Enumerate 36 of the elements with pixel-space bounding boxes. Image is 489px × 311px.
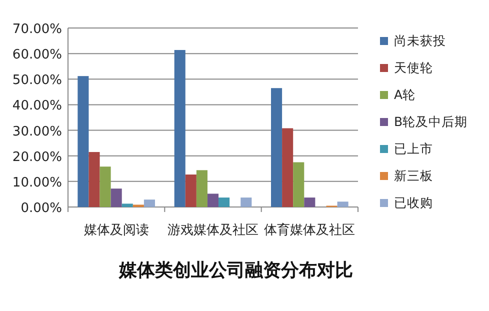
legend-label: A轮 (394, 87, 416, 102)
bar (88, 152, 100, 207)
bar (174, 50, 186, 207)
y-tick-label: 10.00% (12, 175, 62, 190)
legend-label: 新三板 (394, 168, 433, 183)
bar (218, 198, 230, 207)
legend-label: 已上市 (394, 141, 433, 156)
bar (122, 204, 133, 207)
bar (282, 128, 294, 207)
legend-label: 已收购 (394, 195, 433, 210)
x-tick-label: 媒体及阅读 (84, 223, 149, 238)
bar (293, 162, 304, 207)
y-tick-label: 60.00% (12, 48, 62, 63)
bar (304, 198, 316, 207)
legend-label: 天使轮 (394, 60, 433, 75)
bar (337, 202, 348, 207)
legend-label: 尚未获投 (394, 33, 446, 48)
y-tick-label: 50.00% (12, 73, 62, 88)
x-tick-label: 游戏媒体及社区 (168, 223, 258, 238)
legend-label: B轮及中后期 (394, 114, 468, 129)
bar (196, 170, 208, 207)
bar (100, 166, 111, 207)
y-tick-label: 30.00% (12, 124, 62, 140)
bar (271, 88, 282, 207)
bar (185, 174, 196, 207)
text: 媒体类创业公司融资分布对比 (118, 260, 353, 281)
bar (110, 188, 122, 207)
y-tick-label: 70.00% (12, 22, 62, 37)
bar (78, 76, 89, 207)
y-tick-label: 40.00% (12, 98, 62, 114)
y-tick-label: 20.00% (12, 150, 62, 165)
bar (207, 194, 219, 207)
y-tick-label: 0.00% (20, 201, 62, 216)
x-tick-label: 体育媒体及社区 (264, 222, 356, 238)
bar (144, 200, 155, 207)
bar (240, 198, 252, 207)
